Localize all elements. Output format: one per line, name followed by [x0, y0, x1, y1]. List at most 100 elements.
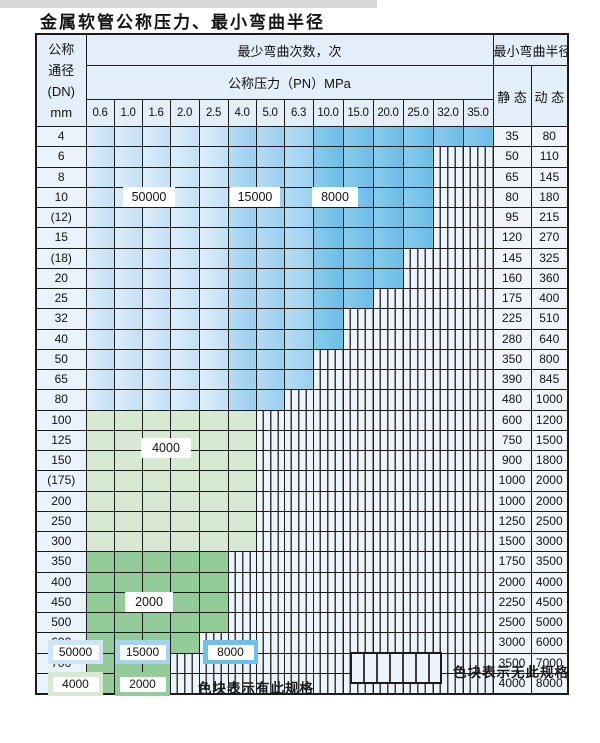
spec-unavailable-cell: [462, 571, 494, 593]
spec-available-cell: [402, 125, 434, 148]
pressure-header-0.6: 0.6: [85, 99, 115, 127]
spec-unavailable-cell: [283, 672, 314, 695]
spec-available-cell: [227, 510, 257, 533]
dn-cell: 500: [35, 611, 87, 634]
spec-available-cell: [227, 206, 257, 229]
spec-unavailable-cell: [255, 611, 285, 634]
table-row-dn-18: (18) 145 325: [35, 247, 569, 269]
spec-available-cell: [255, 267, 285, 290]
spec-unavailable-cell: [255, 409, 285, 431]
spec-available-cell: [312, 267, 344, 290]
spec-unavailable-cell: [462, 470, 494, 492]
spec-available-cell: [169, 146, 200, 168]
table-row-dn-600: 60030006000: [35, 632, 569, 654]
spec-available-cell: [169, 470, 200, 492]
spec-available-cell: [141, 146, 171, 168]
spec-unavailable-cell: [432, 429, 464, 452]
spec-unavailable-cell: [283, 652, 314, 674]
spec-unavailable-cell: [462, 146, 494, 168]
spec-available-cell: [113, 125, 143, 148]
spec-available-cell: [255, 287, 285, 310]
spec-unavailable-cell: [462, 206, 494, 229]
spec-unavailable-cell: [462, 449, 494, 472]
spec-unavailable-cell: [402, 368, 434, 391]
pressure-header-32.0: 32.0: [432, 99, 464, 127]
spec-unavailable-cell: [342, 308, 374, 330]
spec-unavailable-cell: [432, 166, 464, 188]
spec-available-cell: [141, 206, 171, 229]
spec-available-cell: [342, 227, 374, 249]
spec-unavailable-cell: [283, 632, 314, 654]
spec-available-cell: [141, 490, 171, 512]
spec-available-cell: [141, 551, 171, 573]
spec-available-cell: [141, 247, 171, 269]
spec-available-cell: [402, 206, 434, 229]
spec-available-cell: [198, 368, 229, 391]
table-row-dn-150: 150 900 1800: [35, 449, 569, 472]
static-radius-cell: 80: [492, 186, 532, 209]
spec-unavailable-cell: [255, 571, 285, 593]
dn-cell: 20: [35, 267, 87, 290]
spec-unavailable-cell: [312, 490, 344, 512]
dn-header-line-0: 公称: [48, 41, 75, 57]
dn-cell: 150: [35, 449, 87, 472]
spec-available-cell: [372, 227, 404, 249]
table-row-dn-25: 25 175 400: [35, 287, 569, 310]
spec-available-cell: [169, 490, 200, 512]
table-row-dn-8: 8 65 145: [35, 166, 569, 188]
static-radius-cell: 1000: [492, 470, 532, 492]
spec-unavailable-cell: [462, 227, 494, 249]
spec-unavailable-cell: [342, 328, 374, 350]
spec-unavailable-cell: [283, 389, 314, 411]
table-row-dn-10: 10 80 180: [35, 186, 569, 209]
spec-available-cell: [141, 267, 171, 290]
spec-available-cell: [85, 611, 115, 634]
spec-available-cell: [227, 429, 257, 452]
spec-unavailable-cell: [462, 530, 494, 553]
spec-available-cell: [113, 247, 143, 269]
spec-unavailable-cell: [312, 571, 344, 593]
spec-unavailable-cell: [462, 632, 494, 654]
table-row-dn-4: 4 35 80: [35, 125, 569, 148]
dynamic-radius-cell: 4500: [530, 591, 569, 614]
spec-available-cell: [85, 125, 115, 148]
spec-unavailable-cell: [432, 227, 464, 249]
spec-unavailable-cell: [432, 551, 464, 573]
spec-available-cell: [169, 125, 200, 148]
spec-available-cell: [85, 490, 115, 512]
spec-available-cell: [198, 247, 229, 269]
spec-unavailable-cell: [283, 490, 314, 512]
spec-available-cell: [198, 287, 229, 310]
spec-unavailable-cell: [402, 348, 434, 371]
spec-unavailable-cell: [169, 672, 200, 695]
spec-unavailable-cell: [462, 652, 494, 674]
cycle-zone-label-4000: 4000: [141, 438, 191, 458]
dn-cell: 10: [35, 186, 87, 209]
legend-swatch-50000-label: 50000: [52, 644, 99, 660]
dn-header-line-3: mm: [50, 104, 73, 120]
spec-unavailable-cell: [462, 409, 494, 431]
dynamic-radius-cell: 800: [530, 348, 569, 371]
dynamic-radius-cell: 215: [530, 206, 569, 229]
pressure-radius-table: 公称 通径 (DN) mm 最少弯曲次数，次 最小弯曲半径 公称压力（PN）MPa 静 态动 …: [35, 33, 570, 695]
dn-cell: 15: [35, 227, 87, 249]
spec-available-cell: [169, 247, 200, 269]
spec-available-cell: [113, 206, 143, 229]
spec-unavailable-cell: [198, 672, 229, 695]
dynamic-radius-cell: 845: [530, 368, 569, 391]
spec-available-cell: [113, 267, 143, 290]
spec-unavailable-cell: [312, 510, 344, 533]
spec-available-cell: [342, 247, 374, 269]
spec-available-cell: [283, 206, 314, 229]
table-row-dn-32: 32 225 510: [35, 308, 569, 330]
spec-available-cell: [198, 571, 229, 593]
spec-available-cell: [227, 287, 257, 310]
spec-available-cell: [198, 267, 229, 290]
spec-available-cell: [227, 146, 257, 168]
static-radius-cell: 160: [492, 267, 532, 290]
spec-unavailable-cell: [312, 632, 344, 654]
spec-unavailable-cell: [342, 551, 374, 573]
spec-available-cell: [255, 389, 285, 411]
table-row-dn-6: 6 50 110: [35, 146, 569, 168]
spec-available-cell: [227, 308, 257, 330]
